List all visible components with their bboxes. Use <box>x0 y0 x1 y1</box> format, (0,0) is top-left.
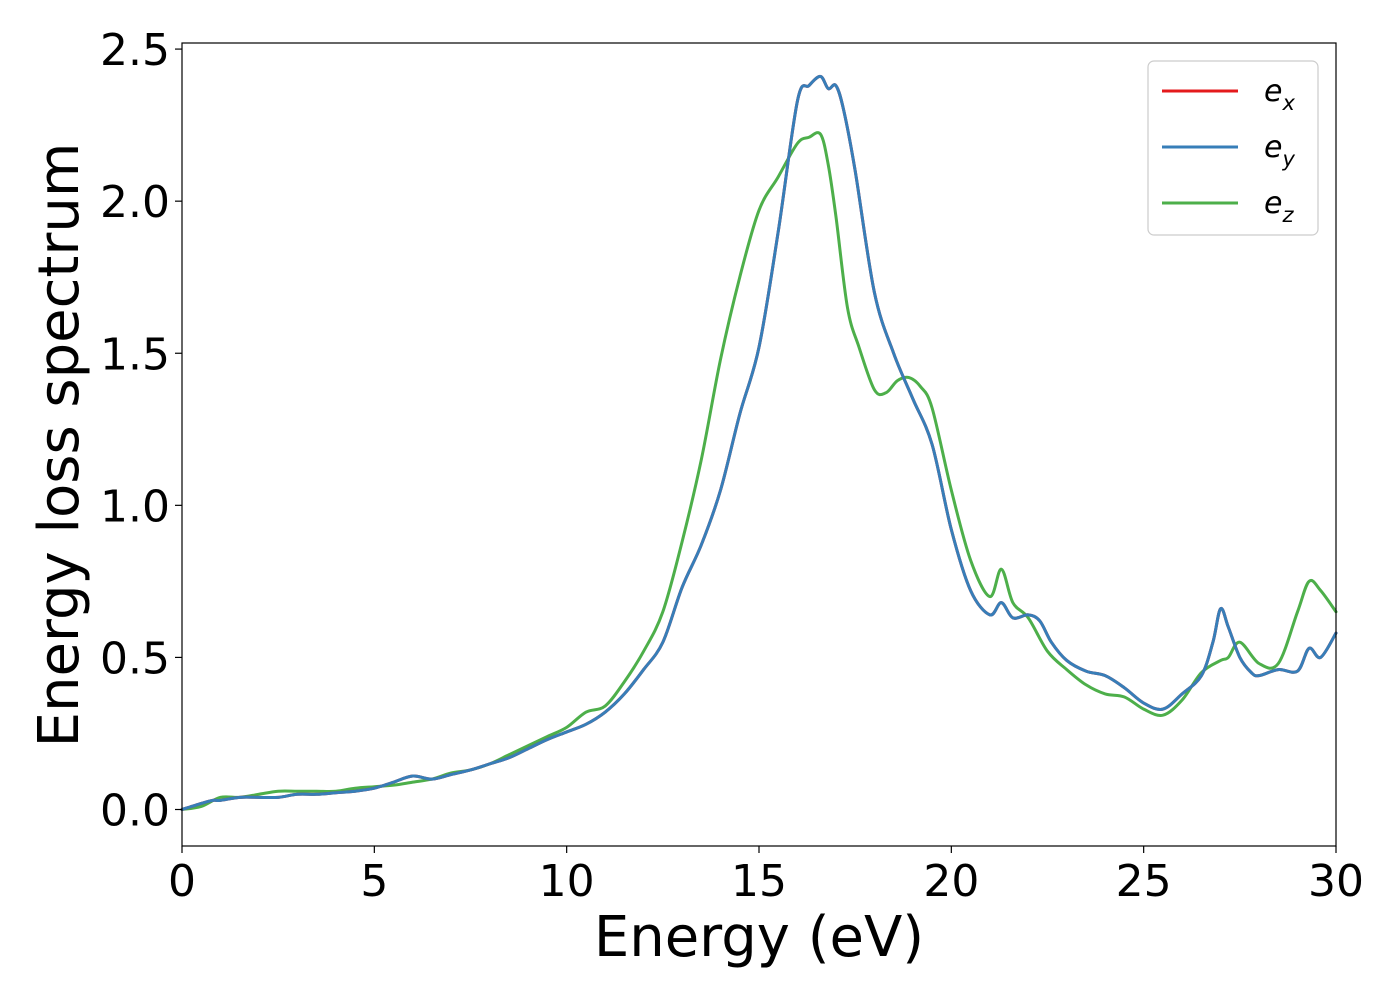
legend-label-z: ez <box>1264 186 1294 227</box>
legend-label-base: e <box>1264 130 1282 165</box>
series-layer <box>180 74 1338 811</box>
x-tick-label: 30 <box>1308 856 1364 907</box>
x-axis-label: Energy (eV) <box>594 905 924 970</box>
legend-label-base: e <box>1264 74 1282 109</box>
series-line-ey <box>180 74 1338 811</box>
y-tick-label: 2.0 <box>100 177 170 228</box>
x-tick-label: 0 <box>168 856 196 907</box>
y-tick-label: 0.5 <box>100 633 170 684</box>
legend-label-y: ey <box>1264 130 1295 171</box>
legend-label-subscript: x <box>1281 91 1295 115</box>
legend-label-base: e <box>1264 186 1282 221</box>
x-tick-label: 20 <box>923 856 979 907</box>
y-tick-label: 2.5 <box>100 25 170 76</box>
y-tick-label: 1.5 <box>100 329 170 380</box>
y-axis: 0.0 0.5 1.0 1.5 2.0 2.5 <box>100 25 182 837</box>
y-tick-label: 1.0 <box>100 481 170 532</box>
y-axis-label: Energy loss spectrum <box>27 143 92 748</box>
x-tick-label: 10 <box>539 856 595 907</box>
legend-label-subscript: z <box>1281 203 1294 227</box>
x-tick-label: 25 <box>1116 856 1172 907</box>
x-axis: 0 5 10 15 20 25 30 <box>168 846 1364 907</box>
legend-label-x: ex <box>1264 74 1295 115</box>
series-line-ez <box>180 131 1338 811</box>
legend-label-subscript: y <box>1281 147 1295 171</box>
x-tick-label: 15 <box>731 856 787 907</box>
y-tick-label: 0.0 <box>100 786 170 837</box>
x-tick-label: 5 <box>360 856 388 907</box>
